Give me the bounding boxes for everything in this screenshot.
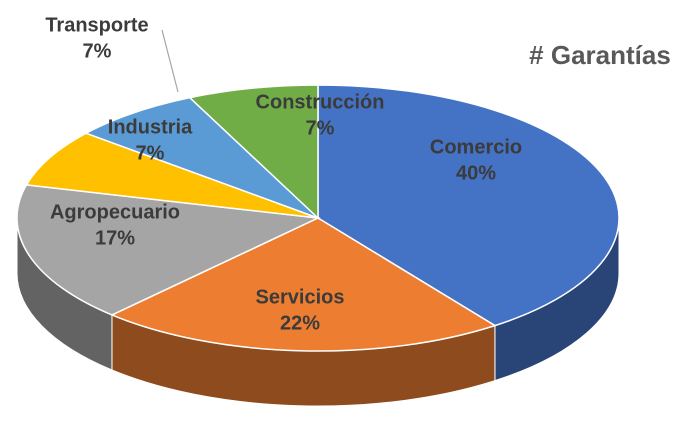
category-label: Construcción [256,91,385,113]
category-label: Servicios [256,286,345,308]
value-label: 22% [280,312,320,334]
category-label: Agropecuario [50,201,180,223]
category-label: Transporte [45,14,148,36]
pie [16,84,620,407]
slice-top [16,184,321,316]
chart-title: # Garantías [529,40,671,70]
slice-top [25,132,319,219]
category-label: Industria [108,116,193,138]
slice [84,96,319,219]
value-label: 7% [306,117,335,139]
slice-top [317,84,620,327]
value-label: 7% [136,142,165,164]
slice [188,84,319,220]
leader-line [161,29,179,93]
value-label: 40% [456,162,496,184]
slice-top [188,84,319,220]
slice-top [84,96,319,219]
labels: Comercio 40% Servicios 22% Agropecuario 17% In… [45,14,522,334]
slice [25,132,319,219]
slice-top [110,217,497,352]
slice [16,184,321,371]
value-label: 7% [83,40,112,62]
category-label: Comercio [430,136,522,158]
value-label: 17% [95,227,135,249]
